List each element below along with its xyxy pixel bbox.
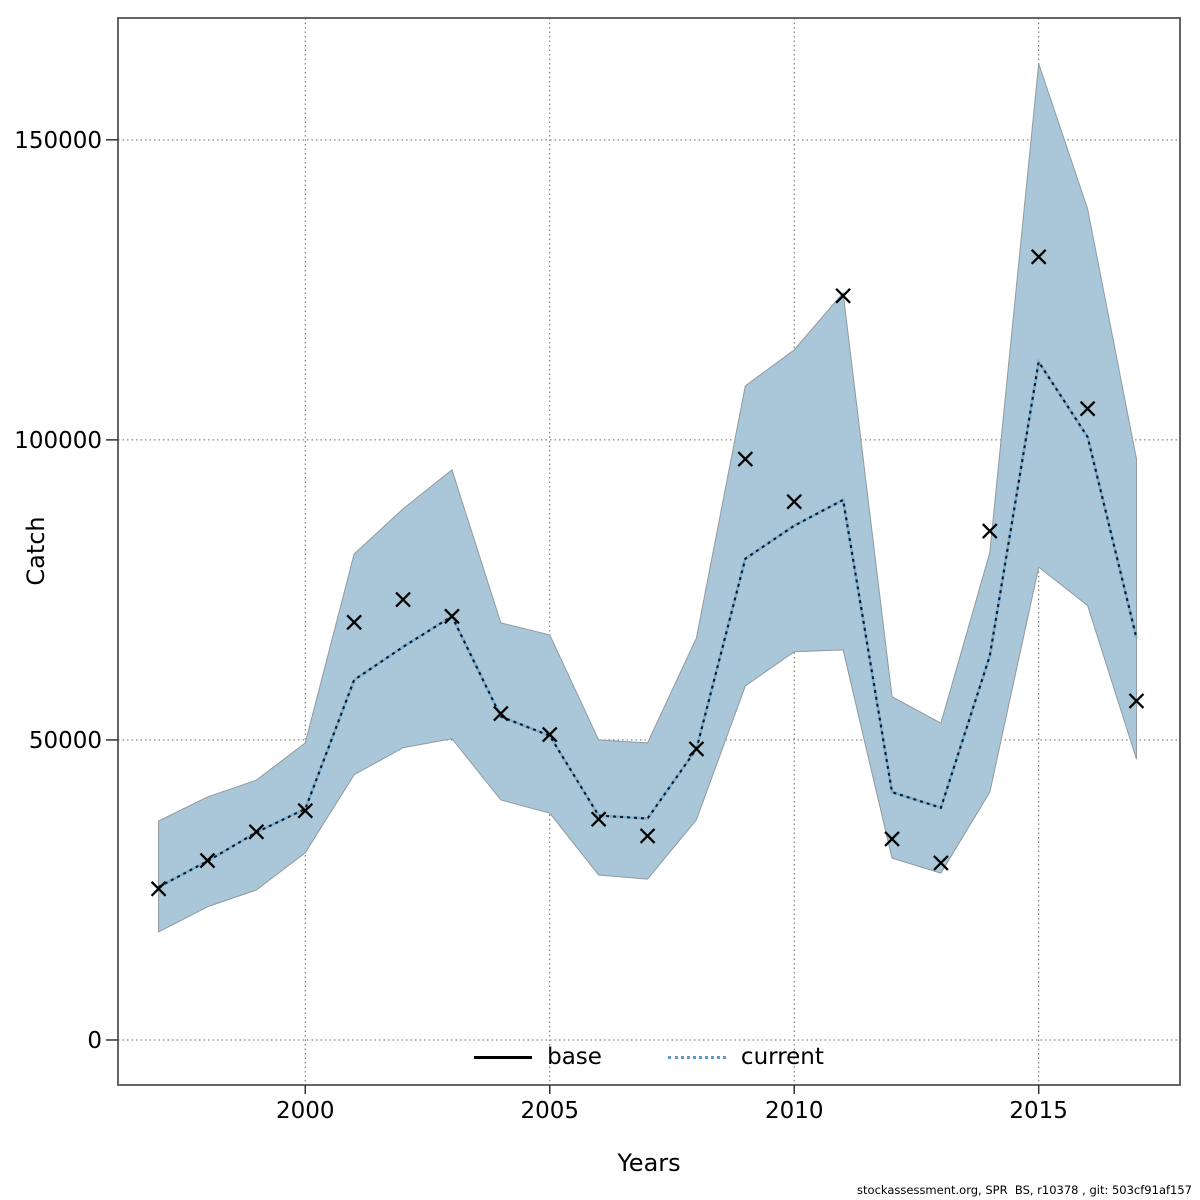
obs-marker-x	[1128, 693, 1145, 709]
obs-marker-x	[248, 823, 265, 840]
obs-marker-x	[395, 591, 411, 608]
obs-marker-x	[150, 880, 167, 897]
legend-item-current: current	[667, 1044, 824, 1070]
current-line-sample-icon	[667, 1055, 726, 1059]
obs-marker-x	[297, 802, 314, 819]
obs-marker-x	[786, 493, 803, 510]
obs-marker-x	[346, 614, 362, 631]
obs-marker-x	[493, 705, 509, 722]
legend-item-base: base	[474, 1044, 602, 1070]
obs-marker-x	[933, 855, 949, 871]
obs-marker-x	[1079, 400, 1096, 417]
legend-label-current: current	[740, 1044, 824, 1070]
current-line-dotted	[158, 359, 1138, 888]
y-tick-label: 50000	[29, 728, 102, 754]
x-tick-label: 2005	[520, 1098, 579, 1124]
confidence-band	[158, 63, 1137, 933]
obs-marker-x	[444, 608, 460, 625]
obs-marker-x	[639, 828, 656, 844]
base-line-sample-icon	[474, 1055, 533, 1059]
obs-marker-x	[688, 741, 705, 757]
legend-label-base: base	[547, 1044, 602, 1070]
obs-marker-x	[737, 451, 754, 467]
obs-marker-x	[199, 852, 216, 869]
watermark-text: stockassessment.org, SPR BS, r10378 , gi…	[857, 1183, 1192, 1197]
x-axis-title: Years	[617, 1149, 681, 1177]
obs-marker-x	[590, 811, 607, 827]
x-tick-label: 2000	[276, 1098, 335, 1124]
obs-marker-x	[541, 726, 558, 743]
x-tick-label: 2015	[1009, 1098, 1068, 1124]
y-tick-label: 0	[87, 1028, 102, 1054]
y-axis-title: Catch	[22, 516, 50, 586]
y-tick-label: 100000	[14, 428, 102, 454]
x-tick-label: 2010	[765, 1098, 824, 1124]
obs-marker-x	[884, 831, 900, 847]
plot-border	[117, 17, 1181, 1086]
legend: base current	[118, 1041, 1180, 1073]
obs-marker-x	[1030, 249, 1047, 265]
y-tick-label: 150000	[14, 128, 102, 154]
obs-marker-x	[981, 523, 998, 539]
obs-marker-x	[835, 288, 851, 304]
